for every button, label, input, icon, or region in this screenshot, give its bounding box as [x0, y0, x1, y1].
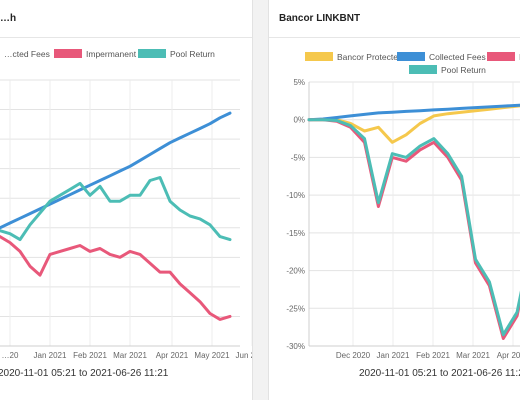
- date-range-caption-left: 2020-11-01 05:21 to 2021-06-26 11:21: [0, 368, 169, 379]
- legend-label: Impermanent Loss: [86, 49, 156, 59]
- x-tick-label: Apr 2021: [497, 351, 520, 360]
- legend-swatch: [397, 52, 425, 61]
- series-line: [0, 235, 232, 321]
- legend-swatch: [54, 49, 82, 58]
- y-tick-label: -15%: [286, 229, 305, 238]
- series-line: [0, 176, 232, 242]
- card-divider-right: [269, 37, 520, 38]
- y-tick-label: -30%: [286, 342, 305, 351]
- legend-label: …cted Fees: [4, 49, 50, 59]
- chart-title-left: …h: [0, 13, 17, 24]
- legend-swatch: [487, 52, 515, 61]
- chart-card-left: …h …20 Jan 2021 Feb 2021 Mar 2021 Apr 2021 Ma…: [0, 0, 253, 400]
- chart-title-right: Bancor LINKBNT: [279, 13, 361, 24]
- y-tick-label: -20%: [286, 267, 305, 276]
- legend-label: Bancor Protected: [337, 52, 403, 62]
- legend-label: Pool Return: [441, 65, 486, 75]
- y-tick-label: 0%: [293, 116, 305, 125]
- x-tick-label: Mar 2021: [113, 351, 147, 360]
- y-tick-label: -10%: [286, 191, 305, 200]
- y-tick-label: -25%: [286, 304, 305, 313]
- card-divider-left: [0, 37, 252, 38]
- legend-label: Pool Return: [170, 49, 215, 59]
- x-tick-label: Jun 2021: [236, 351, 252, 360]
- legend-label: Collected Fees: [429, 52, 486, 62]
- x-tick-label: Feb 2021: [73, 351, 107, 360]
- x-tick-label: Apr 2021: [156, 351, 189, 360]
- x-tick-label: Feb 2021: [416, 351, 450, 360]
- series-line: [307, 118, 520, 337]
- series-line: [307, 104, 520, 144]
- chart-card-right: Bancor LINKBNT 5% 0% -5% -10% -15% -20% -25% -3…: [268, 0, 520, 400]
- x-tick-label: Jan 2021: [377, 351, 410, 360]
- legend-swatch: [138, 49, 166, 58]
- x-tick-label: Jan 2021: [34, 351, 67, 360]
- x-tick-label: Dec 2020: [336, 351, 371, 360]
- y-tick-label: 5%: [293, 78, 305, 87]
- y-tick-label: -5%: [291, 153, 305, 162]
- line-chart-left: …20 Jan 2021 Feb 2021 Mar 2021 Apr 2021 May 2…: [0, 49, 252, 360]
- x-tick-label: …20: [2, 351, 19, 360]
- series-line: [307, 118, 520, 340]
- series-line: [0, 111, 232, 230]
- x-tick-label: May 2021: [194, 351, 230, 360]
- x-tick-label: Mar 2021: [456, 351, 490, 360]
- date-range-caption-right: 2020-11-01 05:21 to 2021-06-26 11:21: [359, 368, 520, 379]
- legend-swatch: [409, 65, 437, 74]
- line-chart-right: 5% 0% -5% -10% -15% -20% -25% -30% Dec 2020 Jan 2…: [286, 52, 520, 360]
- legend-swatch: [305, 52, 333, 61]
- series-line: [307, 103, 520, 122]
